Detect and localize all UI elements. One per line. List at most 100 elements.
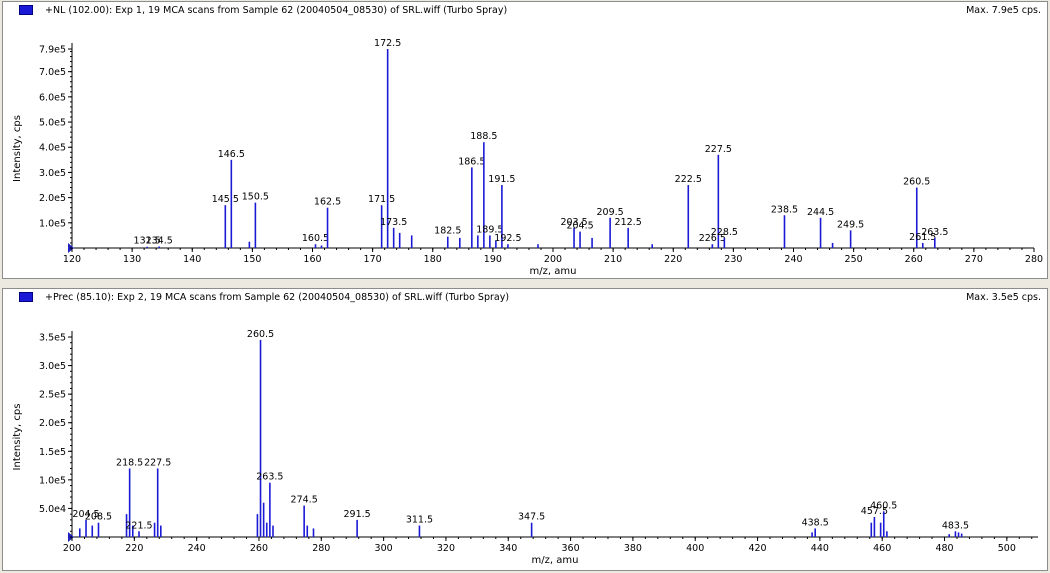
- x-tick-label: 200: [63, 543, 81, 554]
- x-tick-label: 160: [303, 254, 321, 265]
- peak-label: 150.5: [242, 192, 269, 203]
- y-tick-label: 2.5e5: [39, 390, 66, 401]
- x-tick: 220: [125, 537, 143, 554]
- peak-label: 188.5: [470, 131, 497, 142]
- x-tick: 210: [604, 248, 622, 265]
- x-tick-label: 380: [624, 543, 642, 554]
- x-tick-label: 220: [664, 254, 682, 265]
- peak-label: 244.5: [807, 207, 834, 218]
- spectrum-pane-prec: +Prec (85.10): Exp 2, 19 MCA scans from …: [2, 288, 1048, 571]
- x-tick-label: 320: [437, 543, 455, 554]
- y-tick-label: 2.0e5: [39, 193, 66, 204]
- x-tick: 150: [243, 248, 261, 265]
- spectrum-plot-nl: 120 130 140 150 160 170 180 190 200 210 220 230 240 2…: [12, 38, 1043, 277]
- peak-label: 249.5: [837, 219, 864, 230]
- x-tick-label: 340: [499, 543, 517, 554]
- x-tick-label: 250: [845, 254, 863, 265]
- x-tick-label: 270: [965, 254, 983, 265]
- peak-label: 483.5: [942, 520, 969, 531]
- x-tick: 180: [424, 248, 442, 265]
- x-tick: 400: [686, 537, 704, 554]
- peak-label: 221.5: [125, 520, 152, 531]
- x-tick-label: 280: [312, 543, 330, 554]
- peak-label: 227.5: [705, 144, 732, 155]
- x-tick-label: 280: [1025, 254, 1043, 265]
- x-tick: 220: [664, 248, 682, 265]
- x-tick-label: 260: [250, 543, 268, 554]
- x-tick: 230: [724, 248, 742, 265]
- y-tick-label: 7.9e5: [39, 45, 66, 56]
- x-tick-label: 300: [375, 543, 393, 554]
- series-color-swatch: [19, 292, 33, 302]
- x-tick-label: 140: [183, 254, 201, 265]
- peak-label: 260.5: [903, 177, 930, 188]
- y-tick: 1.5e5: [39, 447, 72, 458]
- x-tick: 260: [250, 537, 268, 554]
- x-tick: 130: [123, 248, 141, 265]
- x-tick-label: 240: [188, 543, 206, 554]
- peak-label: 146.5: [218, 149, 245, 160]
- peak-label: 186.5: [458, 156, 485, 167]
- y-tick-label: 2.0e5: [39, 418, 66, 429]
- x-tick: 120: [63, 248, 81, 265]
- y-tick-label: 5.0e5: [39, 118, 66, 129]
- x-tick: 270: [965, 248, 983, 265]
- x-tick-label: 180: [424, 254, 442, 265]
- peak-label: 145.5: [212, 194, 239, 205]
- spectrum-pane-nl: +NL (102.00): Exp 1, 19 MCA scans from S…: [2, 1, 1048, 279]
- peak-label: 191.5: [488, 174, 515, 185]
- peak-label: 132.5: [134, 236, 161, 247]
- peak-label: 228.5: [711, 227, 738, 238]
- x-tick: 420: [748, 537, 767, 554]
- peak-label: 260.5: [247, 329, 274, 340]
- y-tick-label: 1.5e5: [39, 447, 66, 458]
- x-tick-label: 220: [125, 543, 143, 554]
- y-tick: 6.0e5: [39, 92, 72, 103]
- x-tick: 140: [183, 248, 201, 265]
- peak-label: 203.5: [560, 217, 587, 228]
- pane-title: +NL (102.00): Exp 1, 19 MCA scans from S…: [45, 5, 508, 16]
- peak-label: 212.5: [615, 217, 642, 228]
- x-tick: 280: [1025, 248, 1043, 265]
- x-tick-label: 440: [811, 543, 829, 554]
- x-tick-label: 170: [364, 254, 382, 265]
- x-tick-label: 210: [604, 254, 622, 265]
- peak-label: 192.5: [494, 233, 521, 244]
- y-tick: 7.9e5: [39, 45, 72, 56]
- x-tick: 500: [998, 537, 1016, 554]
- max-intensity-label: Max. 3.5e5 cps.: [966, 292, 1041, 303]
- x-tick-label: 130: [123, 254, 141, 265]
- x-tick-label: 120: [63, 254, 81, 265]
- peak-label: 291.5: [344, 509, 371, 520]
- y-tick-label: 7.0e5: [39, 67, 66, 78]
- x-tick: 160: [303, 248, 322, 265]
- x-tick: 200: [63, 537, 81, 554]
- x-tick: 480: [935, 537, 954, 554]
- peak-label: 438.5: [802, 517, 829, 528]
- y-tick: 1.0e5: [39, 218, 72, 229]
- x-tick-label: 260: [905, 254, 923, 265]
- peak-label: 263.5: [921, 227, 948, 238]
- x-tick: 200: [544, 248, 562, 265]
- y-tick: 3.0e5: [39, 168, 72, 179]
- x-tick-label: 480: [935, 543, 953, 554]
- y-tick: 2.0e5: [39, 418, 72, 429]
- x-tick-label: 150: [243, 254, 261, 265]
- y-tick: 4.0e5: [39, 143, 72, 154]
- peak-label: 204.5: [72, 509, 99, 520]
- peak-label: 347.5: [518, 512, 545, 523]
- x-tick-label: 190: [484, 254, 502, 265]
- y-tick-label: 3.0e5: [39, 168, 66, 179]
- peak-label: 227.5: [144, 457, 171, 468]
- y-tick-label: 3.5e5: [39, 333, 66, 344]
- y-tick: 7.0e5: [39, 67, 72, 78]
- x-tick-label: 460: [873, 543, 891, 554]
- y-axis-title: Intensity, cps: [12, 115, 23, 182]
- y-tick: 2.0e5: [39, 193, 72, 204]
- x-tick: 250: [845, 248, 863, 265]
- peak-label: 189.5: [476, 224, 503, 235]
- x-tick: 300: [375, 537, 393, 554]
- peak-label: 263.5: [256, 472, 283, 483]
- peak-label: 208.5: [85, 512, 112, 523]
- y-tick-label: 5.0e4: [39, 504, 66, 515]
